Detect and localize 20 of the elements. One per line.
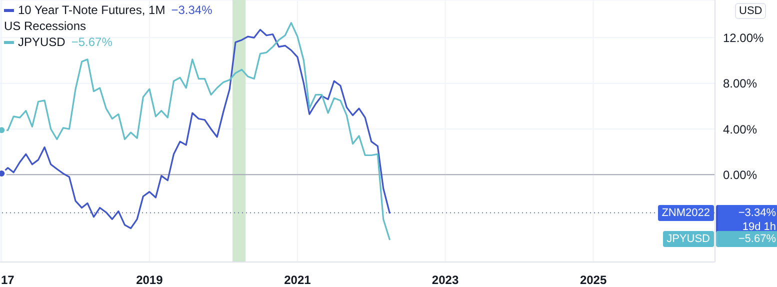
legend-label: JPYUSD	[18, 34, 66, 50]
y-tick-label: 0.00%	[723, 168, 758, 182]
x-tick-label: 2019	[136, 273, 164, 287]
x-tick-label: 2025	[580, 273, 607, 287]
annotation: JPYUSD	[662, 231, 714, 248]
annotation: −3.34%	[171, 2, 212, 18]
legend-label: 10 Year T-Note Futures, 1M	[18, 2, 166, 18]
annotation: ZNM2022	[658, 204, 714, 221]
x-tick-label: 2023	[432, 273, 459, 287]
x-tick-label: 2021	[284, 273, 312, 287]
y-tick-label: 12.00%	[723, 30, 764, 45]
x-tick-label: 17	[1, 273, 15, 287]
text: 19d 1h	[741, 220, 776, 234]
y-axis-title: USD	[735, 3, 766, 19]
annotation: US Recessions	[4, 18, 88, 34]
text: −5.67%	[737, 232, 776, 246]
annotation: −5.67%	[71, 34, 112, 50]
y-tick-label: 4.00%	[723, 122, 758, 136]
text: −3.34%	[737, 206, 776, 220]
y-tick-label: 8.00%	[723, 76, 758, 91]
